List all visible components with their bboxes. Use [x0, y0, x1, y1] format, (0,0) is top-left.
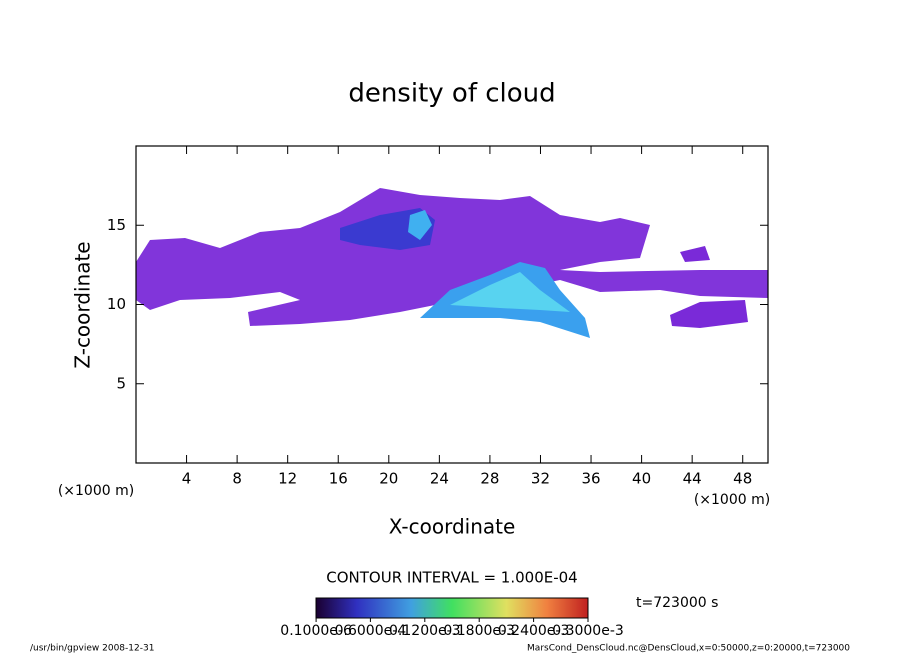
x-tick-label: 16	[329, 470, 348, 488]
x-tick-label: 28	[480, 470, 499, 488]
x-axis-label: X-coordinate	[389, 515, 516, 539]
x-unit-label: (×1000 m)	[58, 483, 134, 499]
y-tick-label: 5	[116, 374, 126, 392]
colorbar	[315, 597, 589, 619]
x-tick-label: 24	[430, 470, 449, 488]
colorbar-tick-label: 0.3000e-3	[552, 623, 624, 639]
colorbar-tick-label: 0.1000e-6	[280, 623, 352, 639]
chart-title: density of cloud	[348, 79, 555, 109]
x-tick-label: 32	[531, 470, 550, 488]
x-tick-label: 36	[581, 470, 600, 488]
colorbar-tick-label: 0.2400e-3	[498, 623, 570, 639]
footer-right: MarsCond_DensCloud.nc@DensCloud,x=0:5000…	[527, 644, 850, 654]
x-tick-label: 40	[632, 470, 651, 488]
x-tick-label: 48	[733, 470, 752, 488]
cloud-field	[136, 188, 768, 338]
colorbar-tick-label: 0.1800e-3	[443, 623, 515, 639]
x-tick-label: 20	[379, 470, 398, 488]
colorbar-tick-label: 0.6000e-4	[335, 623, 407, 639]
x-tick-label: 4	[182, 470, 192, 488]
y-tick-label: 10	[107, 295, 126, 313]
x-tick-label: 8	[232, 470, 242, 488]
x-tick-label: 44	[683, 470, 702, 488]
colorbar-tick-label: 0.1200e-3	[389, 623, 461, 639]
y-tick-label: 15	[107, 216, 126, 234]
y-axis-label: Z-coordinate	[71, 241, 95, 368]
time-label: t=723000 s	[636, 595, 718, 611]
x-tick-label: 12	[278, 470, 297, 488]
contour-interval: CONTOUR INTERVAL = 1.000E-04	[326, 569, 577, 587]
footer-left: /usr/bin/gpview 2008-12-31	[30, 644, 154, 654]
x-unit-label: (×1000 m)	[694, 492, 770, 508]
